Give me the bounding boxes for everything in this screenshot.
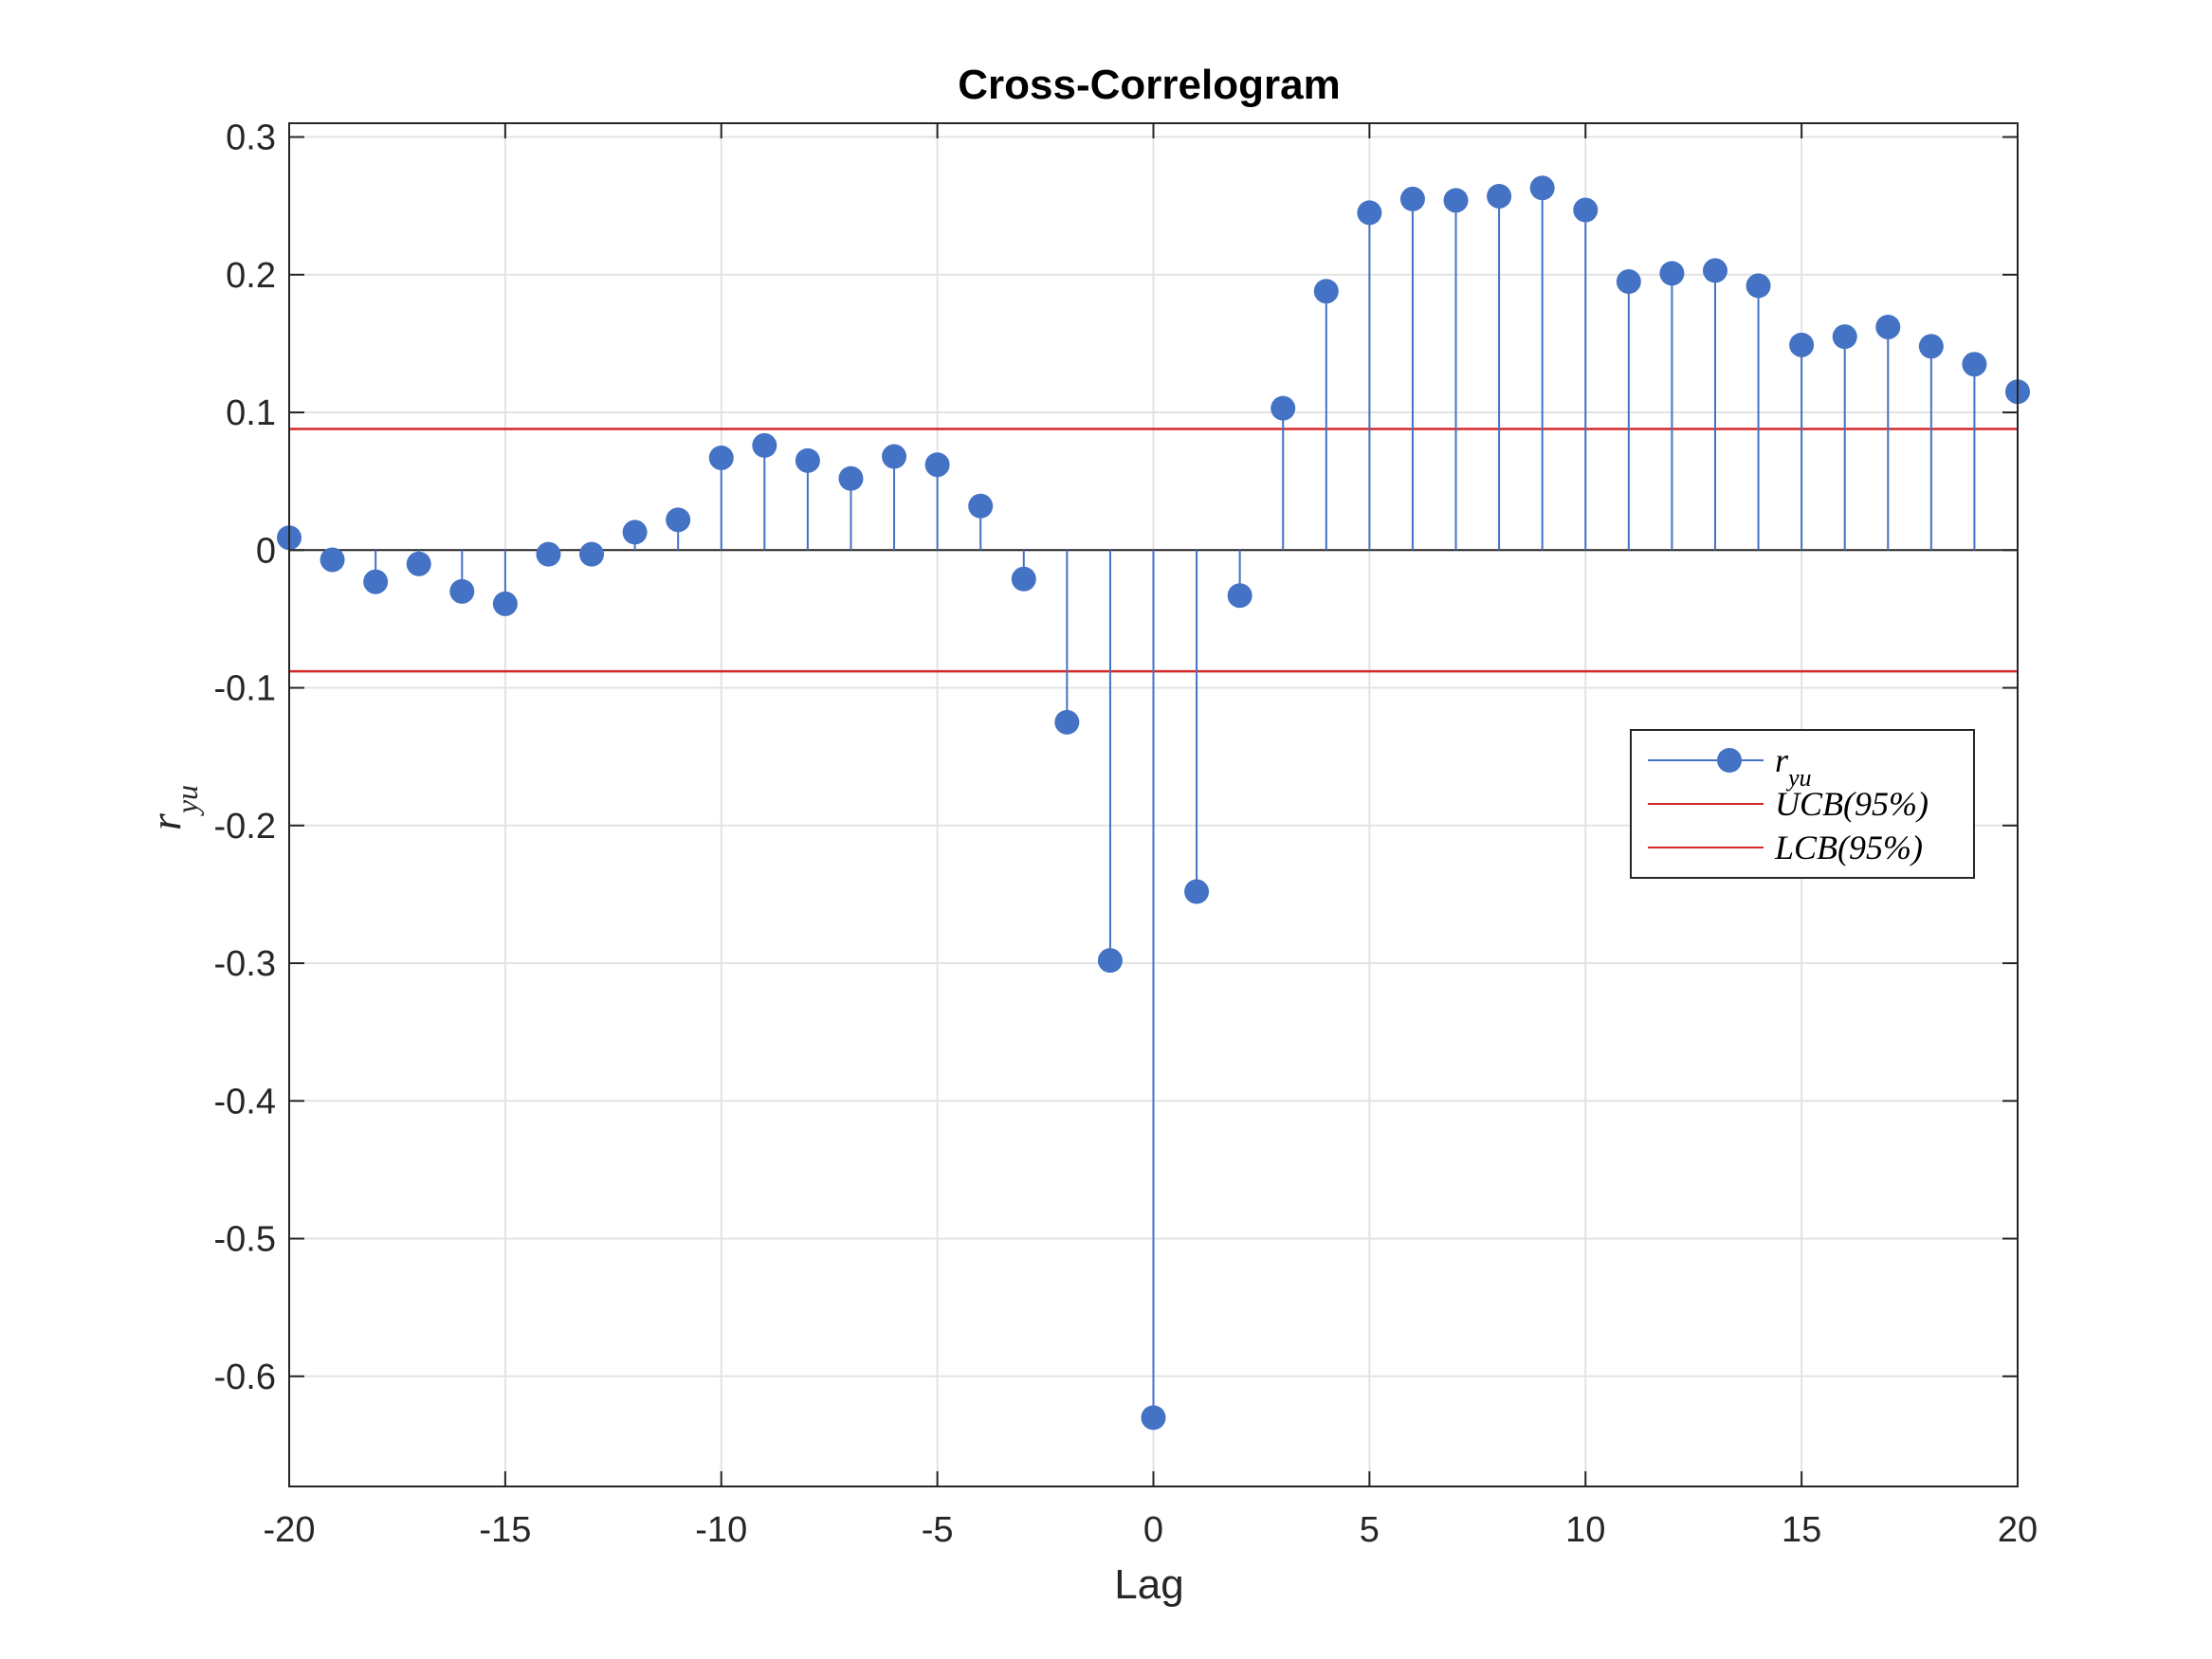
stem-marker bbox=[1573, 197, 1599, 223]
stem-marker bbox=[363, 569, 389, 594]
y-tick-label: -0.4 bbox=[214, 1082, 276, 1121]
legend-entry-label: UCB(95%) bbox=[1775, 785, 1929, 823]
y-tick-label: 0.3 bbox=[226, 118, 276, 158]
stem-marker bbox=[622, 520, 648, 545]
stem-marker bbox=[320, 547, 345, 573]
legend-entry-label: LCB(95%) bbox=[1774, 829, 1923, 866]
y-axis-label-group: ryu bbox=[141, 785, 204, 830]
y-axis-label-subscript: yu bbox=[170, 785, 204, 816]
stem-marker bbox=[795, 447, 820, 473]
stem-marker bbox=[1097, 948, 1123, 974]
y-axis-label: ryu bbox=[141, 785, 204, 830]
x-tick-label: 5 bbox=[1360, 1510, 1380, 1550]
stem-marker bbox=[838, 465, 864, 491]
stem-marker bbox=[1271, 395, 1296, 421]
stem-marker bbox=[1011, 566, 1036, 592]
stem-marker bbox=[968, 493, 994, 519]
stem-marker bbox=[449, 578, 475, 604]
legend-swatch-marker bbox=[1717, 748, 1742, 773]
stem-marker bbox=[1054, 709, 1080, 735]
stem-marker bbox=[1702, 258, 1728, 283]
x-tick-label: 10 bbox=[1565, 1510, 1605, 1550]
y-tick-label: -0.3 bbox=[214, 944, 276, 984]
x-axis-label: Lag bbox=[1114, 1561, 1183, 1608]
x-tick-label: -5 bbox=[922, 1510, 954, 1550]
y-tick-label: 0.1 bbox=[226, 393, 276, 433]
stem-marker bbox=[708, 445, 734, 470]
stem-marker bbox=[1746, 273, 1771, 299]
stem-marker bbox=[1227, 583, 1252, 609]
x-tick-label: 0 bbox=[1143, 1510, 1163, 1550]
stem-marker bbox=[1487, 183, 1512, 209]
stem-marker bbox=[1789, 332, 1815, 357]
stem-marker bbox=[1659, 261, 1685, 286]
stem-marker bbox=[924, 452, 950, 478]
stem-marker bbox=[536, 541, 561, 567]
x-tick-label: -20 bbox=[264, 1510, 316, 1550]
stem-marker bbox=[1918, 334, 1944, 359]
stem-marker bbox=[1875, 314, 1901, 339]
stem-marker bbox=[1399, 186, 1425, 211]
stem-marker bbox=[1357, 200, 1382, 226]
y-tick-label: 0.2 bbox=[226, 256, 276, 296]
stem-marker bbox=[1832, 324, 1857, 350]
stem-marker bbox=[1313, 279, 1339, 304]
stem-marker bbox=[1529, 175, 1555, 201]
stem-marker bbox=[1141, 1405, 1166, 1431]
stem-marker bbox=[1962, 352, 1987, 377]
axes bbox=[288, 122, 2019, 1487]
x-tick-label: 20 bbox=[1998, 1510, 2038, 1550]
y-tick-label: 0 bbox=[256, 531, 276, 571]
chart-title: Cross-Correlogram bbox=[958, 62, 1340, 108]
stem-marker bbox=[1443, 188, 1469, 213]
stem-marker bbox=[579, 541, 605, 567]
stem-series bbox=[277, 175, 2030, 1431]
y-tick-label: -0.6 bbox=[214, 1358, 276, 1397]
stem-marker bbox=[1184, 879, 1210, 904]
stem-marker bbox=[492, 591, 518, 616]
x-tick-label: 15 bbox=[1782, 1510, 1821, 1550]
y-tick-label: -0.2 bbox=[214, 807, 276, 847]
stem-marker bbox=[882, 444, 907, 469]
y-axis-label-base: r bbox=[141, 812, 190, 830]
x-tick-label: -10 bbox=[695, 1510, 747, 1550]
legend-entry-label: ryu bbox=[1775, 741, 1812, 792]
stem-marker bbox=[666, 507, 691, 533]
y-tick-label: -0.5 bbox=[214, 1220, 276, 1260]
stem-marker bbox=[1616, 269, 1641, 295]
y-tick-labels: -0.6 -0.5 -0.4 -0.3 -0.2 -0.1 0 0.1 0.2 0.3 bbox=[214, 118, 276, 1397]
x-tick-label: -15 bbox=[479, 1510, 531, 1550]
stem-marker bbox=[406, 551, 431, 576]
x-tick-labels: -20 -15 -10 -5 0 5 10 15 20 bbox=[264, 1510, 2038, 1550]
y-tick-label: -0.1 bbox=[214, 669, 276, 709]
stem-marker bbox=[752, 432, 777, 458]
